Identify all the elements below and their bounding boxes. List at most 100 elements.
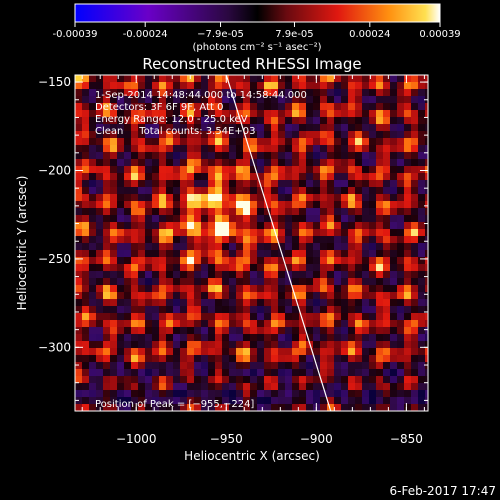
heatmap-cell <box>383 152 391 160</box>
heatmap-cell <box>138 201 146 209</box>
heatmap-cell <box>110 89 118 97</box>
heatmap-cell <box>327 166 335 174</box>
heatmap-cell <box>341 194 349 202</box>
heatmap-cell <box>369 299 377 307</box>
heatmap-cell <box>306 264 314 272</box>
heatmap-cell <box>278 110 286 118</box>
heatmap-cell <box>355 117 363 125</box>
annotation-time-range: 1-Sep-2014 14:48:44.000 to 14:58:44.000 <box>95 90 307 101</box>
heatmap-cell <box>222 404 230 411</box>
heatmap-cell <box>271 257 279 265</box>
heatmap-cell <box>194 292 202 300</box>
heatmap-cell <box>369 278 377 286</box>
heatmap-cell <box>271 355 279 363</box>
heatmap-cell <box>320 215 328 223</box>
heatmap-cell <box>411 306 419 314</box>
heatmap-cell <box>187 376 195 384</box>
heatmap-cell <box>264 173 272 181</box>
heatmap-cell <box>362 194 370 202</box>
heatmap-cell <box>327 159 335 167</box>
heatmap-cell <box>313 271 321 279</box>
heatmap-cell <box>82 271 90 279</box>
heatmap-cell <box>89 208 97 216</box>
heatmap-cell <box>383 376 391 384</box>
heatmap-cell <box>320 306 328 314</box>
heatmap-cell <box>397 222 405 230</box>
heatmap-cell <box>418 362 426 370</box>
heatmap-cell <box>355 376 363 384</box>
heatmap-cell <box>152 194 160 202</box>
heatmap-cell <box>264 243 272 251</box>
heatmap-cell <box>418 187 426 195</box>
heatmap-cell <box>229 194 237 202</box>
heatmap-cell <box>229 110 237 118</box>
heatmap-cell <box>117 117 125 125</box>
heatmap-cell <box>145 250 153 258</box>
heatmap-cell <box>117 145 125 153</box>
heatmap-cell <box>229 404 237 411</box>
heatmap-cell <box>208 404 216 411</box>
heatmap-cell <box>180 348 188 356</box>
heatmap-cell <box>201 173 209 181</box>
heatmap-cell <box>236 257 244 265</box>
heatmap-cell <box>138 117 146 125</box>
heatmap-cell <box>299 194 307 202</box>
heatmap-cell <box>425 348 428 356</box>
heatmap-cell <box>187 145 195 153</box>
heatmap-cell <box>320 173 328 181</box>
heatmap-cell <box>243 404 251 411</box>
heatmap-cell <box>292 124 300 132</box>
heatmap-cell <box>180 138 188 146</box>
heatmap-cell <box>180 313 188 321</box>
heatmap-cell <box>131 166 139 174</box>
heatmap-cell <box>362 173 370 181</box>
heatmap-cell <box>131 278 139 286</box>
heatmap-cell <box>201 320 209 328</box>
heatmap-cell <box>348 313 356 321</box>
heatmap-cell <box>117 285 125 293</box>
heatmap-cell <box>418 285 426 293</box>
heatmap-cell <box>124 285 132 293</box>
heatmap-cell <box>229 285 237 293</box>
heatmap-cell <box>117 313 125 321</box>
heatmap-cell <box>376 117 384 125</box>
heatmap-cell <box>250 229 258 237</box>
heatmap-cell <box>222 299 230 307</box>
heatmap-cell <box>376 264 384 272</box>
heatmap-cell <box>201 89 209 97</box>
heatmap-cell <box>348 320 356 328</box>
heatmap-cell <box>75 376 83 384</box>
heatmap-cell <box>173 173 181 181</box>
heatmap-cell <box>257 110 265 118</box>
heatmap-cell <box>201 376 209 384</box>
heatmap-cell <box>110 229 118 237</box>
heatmap-cell <box>411 348 419 356</box>
heatmap-cell <box>397 236 405 244</box>
heatmap-cell <box>145 166 153 174</box>
heatmap-cell <box>124 138 132 146</box>
heatmap-cell <box>369 89 377 97</box>
heatmap-cell <box>425 187 428 195</box>
heatmap-cell <box>180 355 188 363</box>
heatmap-cell <box>271 236 279 244</box>
heatmap-cell <box>376 369 384 377</box>
heatmap-cell <box>236 348 244 356</box>
heatmap-cell <box>348 222 356 230</box>
heatmap-cell <box>96 369 104 377</box>
heatmap-cell <box>180 187 188 195</box>
heatmap-cell <box>264 96 272 104</box>
heatmap-cell <box>89 369 97 377</box>
heatmap-cell <box>124 348 132 356</box>
heatmap-cell <box>215 124 223 132</box>
heatmap-cell <box>327 124 335 132</box>
heatmap-cell <box>404 257 412 265</box>
heatmap-cell <box>278 159 286 167</box>
heatmap-cell <box>376 404 384 411</box>
x-tick-label: −900 <box>300 432 333 446</box>
heatmap-cell <box>117 180 125 188</box>
heatmap-cell <box>348 236 356 244</box>
heatmap-cell <box>425 341 428 349</box>
heatmap-cell <box>110 299 118 307</box>
heatmap-cell <box>145 362 153 370</box>
heatmap-cell <box>180 397 188 405</box>
